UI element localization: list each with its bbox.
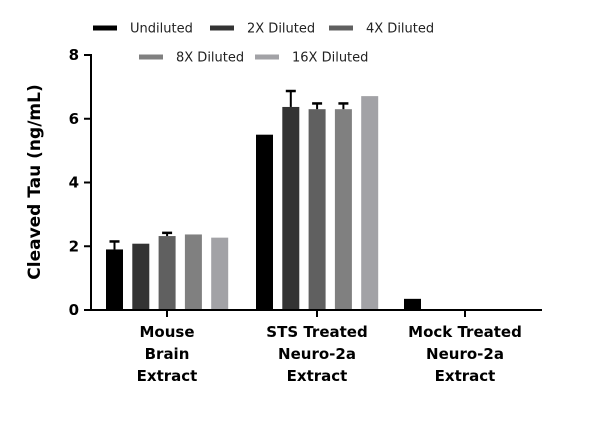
x-tick-label-line: Neuro-2a bbox=[278, 345, 356, 363]
legend-label: Undiluted bbox=[130, 22, 193, 37]
legend-swatch bbox=[210, 25, 234, 31]
bar bbox=[211, 237, 229, 310]
legend-item: 16X Diluted bbox=[255, 51, 368, 66]
y-tick-label: 6 bbox=[69, 110, 79, 128]
y-tick-label: 2 bbox=[69, 237, 79, 255]
legend-swatch bbox=[255, 54, 279, 60]
x-tick-label-line: Neuro-2a bbox=[426, 345, 504, 363]
x-tick-label: STS Treated Neuro-2a Extract bbox=[266, 323, 367, 385]
legend-swatch bbox=[139, 54, 163, 60]
legend-item: 4X Diluted bbox=[329, 22, 434, 37]
x-tick-label-line: Brain bbox=[145, 345, 190, 363]
legend-item: 2X Diluted bbox=[210, 22, 315, 37]
bar bbox=[308, 109, 326, 310]
y-tick-label: 8 bbox=[69, 46, 79, 64]
x-tick-label-line: Mock Treated bbox=[408, 323, 522, 341]
bar bbox=[184, 234, 202, 310]
y-axis-label: Cleaved Tau (ng/mL) bbox=[25, 84, 45, 279]
bar bbox=[106, 249, 123, 310]
axes: 0 2 4 6 8 Mouse Brain Extract STS Treated Neuro-2… bbox=[69, 46, 542, 385]
bar bbox=[282, 106, 300, 310]
bar bbox=[256, 134, 273, 310]
y-tick-label: 4 bbox=[69, 174, 79, 192]
y-tick-label: 0 bbox=[69, 301, 79, 319]
bars bbox=[106, 89, 421, 311]
legend-label: 8X Diluted bbox=[176, 51, 244, 66]
bar bbox=[132, 243, 150, 310]
bar bbox=[334, 109, 352, 310]
legend-label: 2X Diluted bbox=[247, 22, 315, 37]
x-tick-label-line: Extract bbox=[137, 367, 198, 385]
legend-item: 8X Diluted bbox=[139, 51, 244, 66]
legend-label: 4X Diluted bbox=[366, 22, 434, 37]
legend-swatch bbox=[329, 25, 353, 31]
legend-swatch bbox=[93, 25, 117, 31]
bar bbox=[158, 236, 176, 310]
x-tick-label-line: Extract bbox=[435, 367, 496, 385]
bar bbox=[404, 298, 421, 310]
x-tick-label-line: Mouse bbox=[139, 323, 194, 341]
x-tick-label: Mouse Brain Extract bbox=[137, 323, 198, 385]
x-tick-label-line: Extract bbox=[287, 367, 348, 385]
legend-label: 16X Diluted bbox=[292, 51, 368, 66]
legend: Undiluted 2X Diluted 4X Diluted 8X Diluted 1… bbox=[93, 22, 434, 66]
x-tick-label: Mock Treated Neuro-2a Extract bbox=[408, 323, 522, 385]
x-tick-label-line: STS Treated bbox=[266, 323, 367, 341]
legend-item: Undiluted bbox=[93, 22, 193, 37]
bar bbox=[361, 96, 379, 311]
